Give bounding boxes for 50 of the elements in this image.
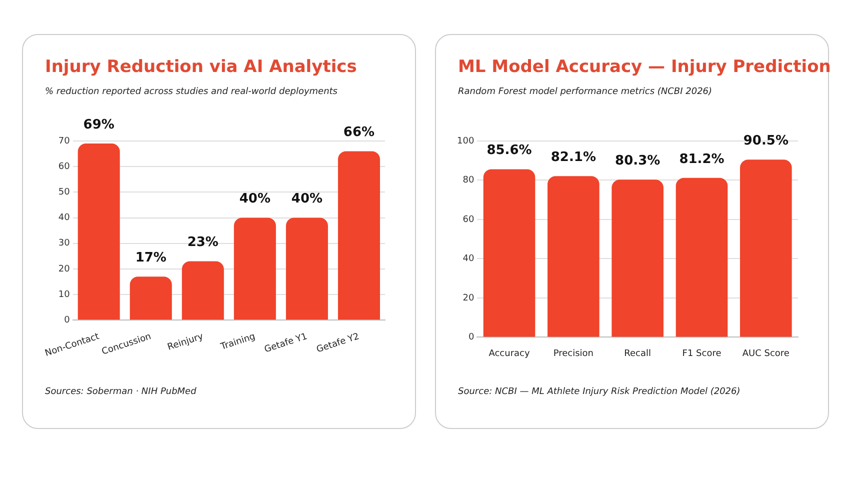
bar	[78, 144, 120, 320]
bar	[676, 178, 728, 337]
data-label: 81.2%	[679, 152, 724, 167]
bar	[286, 218, 328, 320]
y-tick-label: 20	[58, 264, 70, 274]
source-note: Sources: Soberman · NIH PubMed	[45, 387, 196, 397]
x-tick-label: Getafe Y1	[263, 332, 309, 356]
data-label: 82.1%	[550, 150, 596, 165]
data-label: 40%	[239, 192, 270, 207]
y-tick-label: 40	[58, 213, 70, 224]
y-tick-label: 70	[58, 136, 70, 146]
bar	[234, 218, 276, 320]
y-tick-label: 0	[468, 332, 474, 343]
x-tick-label: F1 Score	[682, 348, 722, 359]
x-tick-label: Training	[218, 332, 257, 353]
data-label: 23%	[187, 235, 218, 250]
data-label: 85.6%	[486, 143, 532, 158]
bar	[548, 176, 600, 337]
bar	[338, 151, 380, 320]
y-tick-label: 60	[58, 162, 70, 172]
data-label: 66%	[343, 125, 375, 140]
chart-title: Injury Reduction via AI Analytics	[45, 57, 357, 77]
chart-subtitle: Random Forest model performance metrics (NCBI 2026)	[458, 87, 712, 97]
x-tick-label: Getafe Y2	[315, 332, 361, 356]
chart-subtitle: % reduction reported across studies and real-world deployments	[45, 87, 338, 97]
bar	[740, 160, 792, 337]
chart-title: ML Model Accuracy — Injury Prediction	[458, 57, 831, 77]
data-label: 17%	[135, 250, 166, 266]
data-label: 90.5%	[743, 134, 788, 149]
data-label: 69%	[83, 117, 114, 132]
x-tick-label: Accuracy	[488, 348, 530, 359]
x-tick-label: Precision	[553, 348, 594, 359]
y-tick-label: 60	[462, 214, 474, 225]
data-label: 80.3%	[615, 154, 660, 169]
bar	[612, 180, 664, 337]
bar	[483, 169, 536, 337]
y-tick-label: 50	[58, 188, 70, 198]
data-label: 40%	[291, 192, 323, 207]
y-tick-label: 40	[462, 254, 474, 264]
y-tick-label: 80	[462, 176, 474, 186]
x-tick-label: AUC Score	[742, 348, 790, 359]
y-tick-label: 0	[64, 316, 70, 326]
y-tick-label: 10	[58, 290, 70, 300]
y-tick-label: 100	[456, 136, 474, 146]
bar	[182, 261, 224, 320]
source-note: Source: NCBI — ML Athlete Injury Risk Prediction Model (2026)	[458, 387, 740, 397]
y-tick-label: 30	[58, 238, 70, 249]
y-tick-label: 20	[462, 293, 474, 304]
bar	[130, 276, 172, 320]
x-tick-label: Recall	[624, 348, 652, 359]
